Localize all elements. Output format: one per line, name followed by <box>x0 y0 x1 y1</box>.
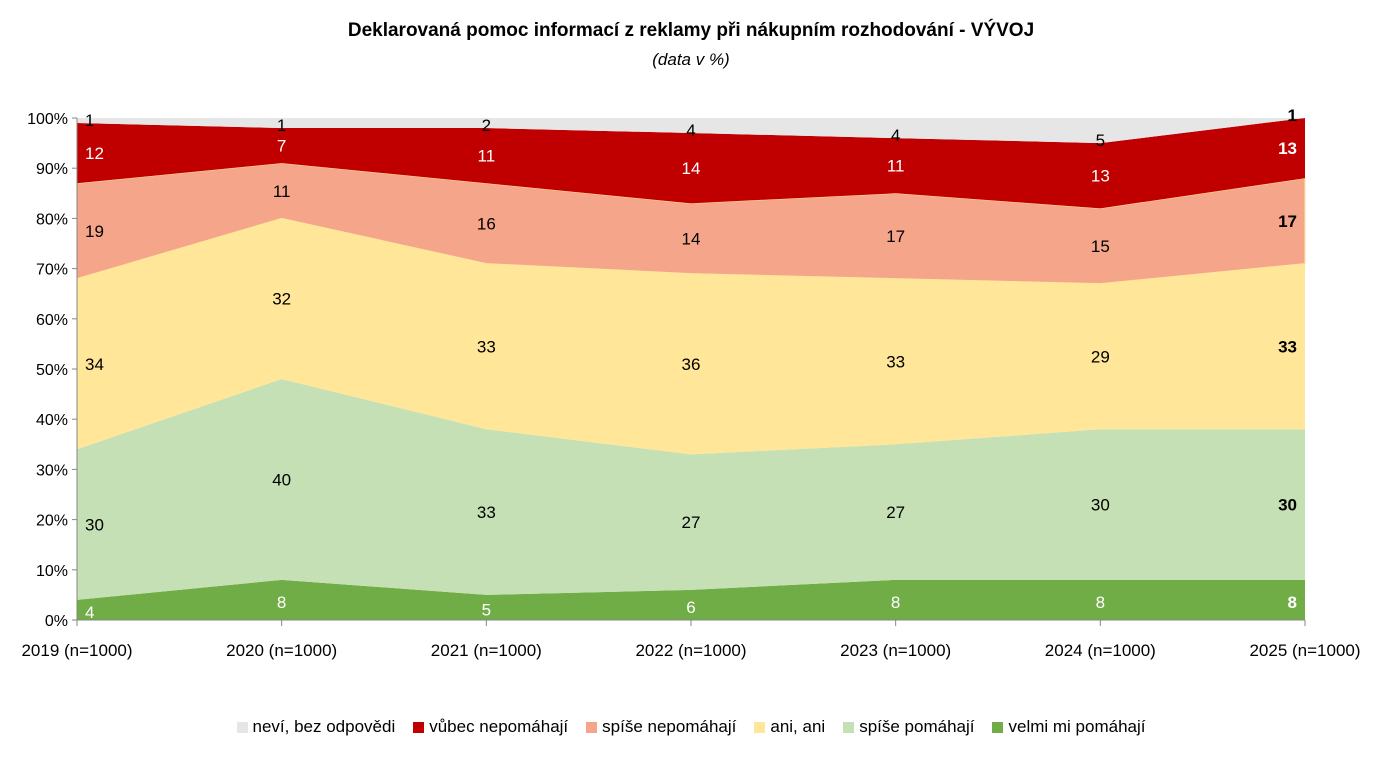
y-tick-label: 0% <box>45 613 68 630</box>
data-label: 36 <box>682 355 701 374</box>
legend-swatch <box>843 721 855 733</box>
y-tick-label: 10% <box>36 563 68 580</box>
legend-item: vůbec nepomáhají <box>413 717 568 737</box>
y-tick-label: 90% <box>36 161 68 178</box>
legend-swatch <box>586 721 598 733</box>
data-label: 13 <box>1278 139 1297 158</box>
legend-swatch <box>754 721 766 733</box>
legend-swatch <box>413 721 425 733</box>
y-tick-label: 60% <box>36 312 68 329</box>
data-label: 32 <box>272 290 291 309</box>
legend-label: spíše nepomáhají <box>602 717 737 736</box>
data-label: 33 <box>477 337 496 356</box>
area-sp-e-nepom-haj- <box>76 162 1306 285</box>
data-label: 14 <box>682 229 701 248</box>
y-tick-label: 70% <box>36 262 68 279</box>
x-tick-label: 2023 (n=1000) <box>840 641 951 660</box>
data-label: 34 <box>85 355 104 374</box>
data-label: 2 <box>482 116 491 135</box>
x-tick-label: 2021 (n=1000) <box>431 641 542 660</box>
legend-swatch <box>992 721 1004 733</box>
data-label: 16 <box>477 214 496 233</box>
data-label: 12 <box>85 144 104 163</box>
legend-item: spíše nepomáhají <box>586 717 736 737</box>
data-label: 8 <box>891 593 900 612</box>
legend-label: vůbec nepomáhají <box>429 717 569 736</box>
y-tick-label: 50% <box>36 362 68 379</box>
data-label: 30 <box>85 516 104 535</box>
data-label: 1 <box>85 111 94 130</box>
data-label: 4 <box>686 121 695 140</box>
y-tick-label: 20% <box>36 513 68 530</box>
legend: neví, bez odpovědi vůbec nepomáhají spíše … <box>0 717 1382 737</box>
data-label: 8 <box>277 593 286 612</box>
y-tick-label: 40% <box>36 412 68 429</box>
data-label: 4 <box>85 603 94 622</box>
area-v-bec-nepom-haj- <box>77 118 1305 209</box>
x-tick-label: 2022 (n=1000) <box>635 641 746 660</box>
data-label: 17 <box>886 227 905 246</box>
data-label: 30 <box>1278 496 1297 515</box>
data-label: 40 <box>272 470 291 489</box>
area-nev-bez-odpov-di <box>77 118 1305 144</box>
x-tick-label: 2025 (n=1000) <box>1249 641 1360 660</box>
legend-item: velmi mi pomáhají <box>992 717 1145 737</box>
data-label: 11 <box>273 182 291 201</box>
y-tick-label: 100% <box>27 111 68 128</box>
data-label: 4 <box>891 126 900 145</box>
legend-label: neví, bez odpovědi <box>252 717 396 736</box>
chart-subtitle: (data v %) <box>652 50 730 69</box>
data-label: 11 <box>478 147 496 166</box>
area-sp-e-pom-haj- <box>77 379 1305 600</box>
chart-title: Deklarovaná pomoc informací z reklamy př… <box>347 20 1035 41</box>
data-label: 17 <box>1278 212 1297 231</box>
data-label: 1 <box>277 116 286 135</box>
data-label: 15 <box>1091 237 1110 256</box>
data-label: 8 <box>1288 593 1297 612</box>
data-label: 19 <box>85 222 104 241</box>
data-label: 8 <box>1096 593 1105 612</box>
x-tick-label: 2019 (n=1000) <box>21 641 132 660</box>
legend-item: neví, bez odpovědi <box>236 717 396 737</box>
data-label: 33 <box>886 352 905 371</box>
data-label: 7 <box>277 137 286 156</box>
data-label: 33 <box>477 503 496 522</box>
data-label: 5 <box>1096 131 1105 150</box>
legend-swatch <box>236 721 248 733</box>
data-label: 27 <box>682 513 701 532</box>
y-tick-label: 30% <box>36 462 68 479</box>
data-label: 6 <box>686 598 695 617</box>
area-velmi-mi-pom-haj- <box>77 579 1305 620</box>
y-tick-label: 80% <box>36 211 68 228</box>
data-label: 33 <box>1278 337 1297 356</box>
legend-label: spíše pomáhají <box>859 717 975 736</box>
data-label: 13 <box>1091 167 1110 186</box>
data-label: 27 <box>886 503 905 522</box>
data-label: 14 <box>682 159 701 178</box>
x-tick-label: 2024 (n=1000) <box>1045 641 1156 660</box>
x-tick-label: 2020 (n=1000) <box>226 641 337 660</box>
data-label: 30 <box>1091 496 1110 515</box>
data-label: 11 <box>887 157 905 176</box>
legend-item: spíše pomáhají <box>843 717 974 737</box>
legend-label: ani, ani <box>770 717 826 736</box>
data-label: 29 <box>1091 347 1110 366</box>
legend-item: ani, ani <box>754 717 825 737</box>
legend-label: velmi mi pomáhají <box>1008 717 1146 736</box>
area-ani-ani <box>77 218 1305 455</box>
data-label: 5 <box>482 600 491 619</box>
data-label: 1 <box>1288 106 1297 125</box>
